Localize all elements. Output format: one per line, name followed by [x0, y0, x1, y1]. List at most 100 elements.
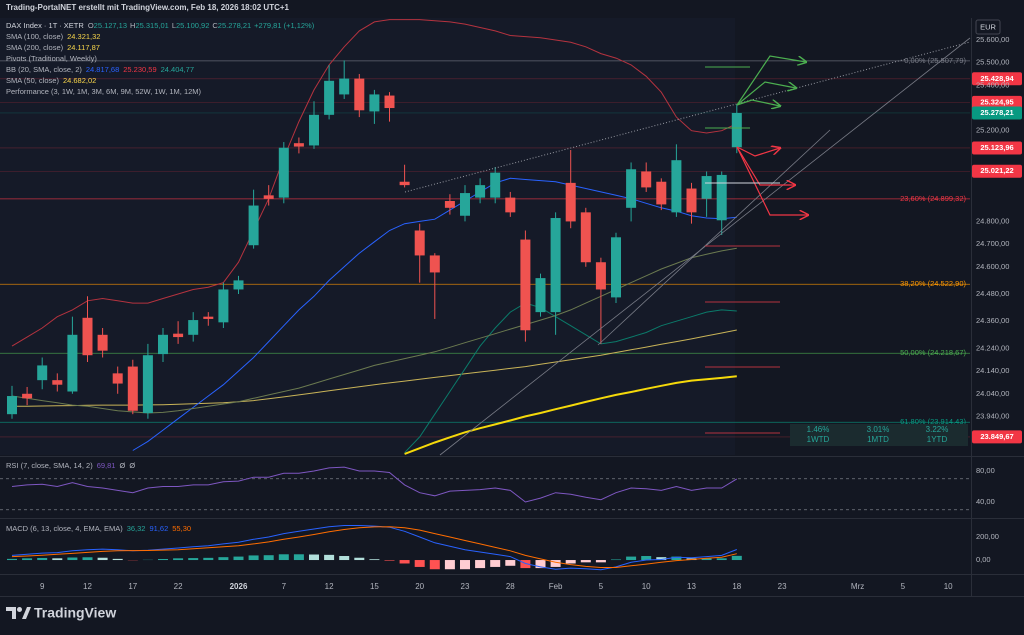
- ohlc-key: L: [172, 21, 176, 30]
- projection-arrows: [736, 55, 808, 215]
- candle-body: [701, 176, 712, 199]
- histogram-bar: [399, 560, 410, 564]
- candle-body: [248, 205, 259, 246]
- legend-row: RSI (7, close, SMA, 14, 2) 69,81 Ø Ø: [6, 461, 135, 470]
- legend-row: Pivots (Traditional, Weekly): [6, 54, 97, 63]
- currency[interactable]: EUR: [980, 22, 996, 31]
- candle-body: [127, 366, 138, 411]
- y-tick-label: 40,00: [976, 497, 995, 506]
- candle-body: [369, 94, 380, 112]
- legend-value: 36,32: [127, 524, 146, 533]
- candle-body: [731, 112, 742, 148]
- price-label-box: [972, 106, 1022, 120]
- candle-body: [112, 373, 123, 384]
- x-tick-label: 17: [128, 582, 137, 591]
- legend-value: 24.404,77: [161, 65, 194, 74]
- legend-value: 25.230,59: [123, 65, 156, 74]
- histogram-bar: [535, 560, 546, 569]
- indicator-line: [404, 302, 737, 454]
- legend-row: SMA (50, close) 24.682,02: [6, 76, 96, 85]
- candle-body: [490, 172, 501, 198]
- histogram-bar: [490, 560, 501, 567]
- arrow: [736, 99, 780, 106]
- legend-name: RSI (7, close, SMA, 14, 2): [6, 461, 93, 470]
- histogram-bar: [188, 558, 199, 561]
- candle-body: [309, 114, 319, 146]
- histogram-bar: [384, 560, 395, 561]
- legend-name: BB (20, SMA, close, 2): [6, 65, 82, 74]
- candle-body: [354, 78, 365, 111]
- price-label-box: [972, 430, 1022, 444]
- y-tick-label: 25.500,00: [976, 58, 1009, 67]
- x-tick-label: 5: [901, 582, 906, 591]
- histogram-bar: [626, 556, 637, 561]
- y-tick-label: 24.240,00: [976, 343, 1009, 352]
- candle-body: [22, 393, 33, 399]
- x-tick-label: Feb: [549, 582, 563, 591]
- histogram-bar: [595, 560, 606, 563]
- histogram-bar: [701, 558, 712, 561]
- histogram-bar: [158, 559, 168, 561]
- legend-row: SMA (100, close) 24.321,32: [6, 32, 100, 41]
- indicator-line: [132, 177, 737, 451]
- pivot-segments: [705, 66, 780, 434]
- brand-logo: [6, 607, 31, 619]
- y-tick-label: 24.360,00: [976, 316, 1009, 325]
- candle-body: [550, 218, 561, 313]
- price-label-box: [972, 95, 1022, 109]
- change: +279,81 (+1,12%): [254, 21, 315, 30]
- indicator-line: [11, 19, 738, 347]
- price-label: 25.428,94: [980, 74, 1014, 83]
- histogram-bar: [550, 560, 561, 567]
- histogram-bar: [22, 558, 33, 561]
- currency-button[interactable]: [975, 19, 1001, 35]
- y-tick-label: 24.700,00: [976, 239, 1009, 248]
- legend-value: 55,30: [172, 524, 191, 533]
- x-tick-label: 10: [944, 582, 953, 591]
- candle-body: [505, 197, 516, 213]
- candle-body: [671, 160, 682, 213]
- candle-body: [475, 185, 486, 198]
- x-tick-label: 2026: [230, 582, 248, 591]
- candle-body: [82, 317, 93, 356]
- histogram-bar: [505, 560, 516, 566]
- histogram-bar: [611, 559, 621, 561]
- performance-period: 1WTD: [807, 435, 830, 444]
- candle-body: [565, 182, 576, 222]
- candle-body: [293, 143, 304, 147]
- legend-name: SMA (200, close): [6, 43, 64, 52]
- candle-body: [203, 316, 214, 319]
- x-tick-label: 22: [174, 582, 183, 591]
- indicator-line: [404, 375, 737, 455]
- performance-period: 1YTD: [927, 435, 948, 444]
- candle-body: [656, 181, 667, 205]
- legend-row: BB (20, SMA, close, 2) 24.817,68 25.230,59…: [6, 65, 194, 74]
- candle-body: [611, 237, 621, 298]
- y-tick-label: 25.600,00: [976, 35, 1009, 44]
- performance-value: 3.22%: [926, 425, 949, 434]
- logo-mark: [22, 607, 31, 619]
- performance-box: [790, 424, 968, 446]
- histogram-bar: [369, 559, 380, 561]
- histogram-bar: [520, 560, 531, 569]
- legend-value: Ø: [119, 461, 125, 470]
- y-tick-label: 24.480,00: [976, 289, 1009, 298]
- candle-body: [233, 280, 244, 290]
- candle-body: [460, 193, 470, 216]
- candle-body: [7, 396, 17, 415]
- histogram-bar: [248, 555, 259, 561]
- legend-value: Ø: [129, 461, 135, 470]
- histogram-bar: [656, 557, 667, 561]
- legend-value: 69,81: [97, 461, 116, 470]
- ohlc-key: H: [130, 21, 135, 30]
- price-label: 25.324,95: [980, 97, 1013, 106]
- candle-body: [686, 188, 697, 213]
- histogram-bar: [233, 556, 244, 561]
- trend-line: [597, 129, 831, 346]
- legend-value: 24.682,02: [63, 76, 96, 85]
- price-label: 25.278,21: [980, 108, 1013, 117]
- fib-label: 50,00% (24.218,67): [900, 348, 966, 357]
- candle-body: [263, 195, 274, 199]
